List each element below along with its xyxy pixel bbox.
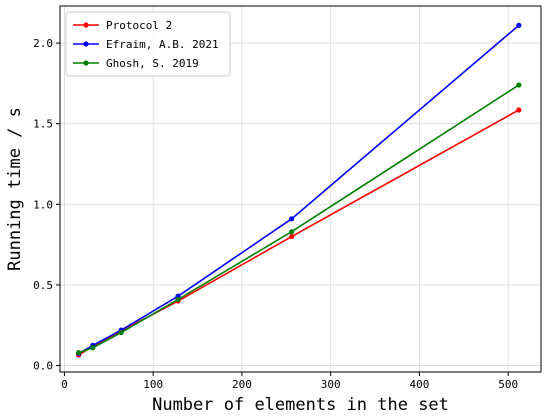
x-tick-label: 100 bbox=[143, 378, 163, 391]
data-point bbox=[516, 82, 522, 88]
data-point bbox=[516, 22, 522, 28]
legend-label: Protocol 2 bbox=[106, 19, 172, 32]
y-tick-label: 1.5 bbox=[33, 118, 53, 131]
series-3 bbox=[76, 82, 522, 356]
y-tick-label: 1.0 bbox=[33, 198, 53, 211]
plot-frame bbox=[59, 5, 542, 373]
x-tick-label: 400 bbox=[409, 378, 429, 391]
legend-box bbox=[65, 11, 231, 77]
legend-label: Ghosh, S. 2019 bbox=[106, 57, 199, 70]
series-line bbox=[78, 84, 520, 354]
legend-item: Efraim, A.B. 2021 bbox=[73, 38, 219, 51]
data-point bbox=[90, 345, 96, 351]
x-axis-label: Number of elements in the set bbox=[152, 395, 449, 415]
x-tick-label: 0 bbox=[61, 378, 68, 391]
series-layer bbox=[76, 22, 522, 358]
y-tick-label: 0.0 bbox=[33, 360, 53, 373]
legend-label: Efraim, A.B. 2021 bbox=[106, 38, 219, 51]
legend-marker bbox=[83, 41, 89, 47]
data-point bbox=[289, 216, 295, 222]
y-tick-label: 2.0 bbox=[33, 37, 53, 50]
y-axis-label: Running time / s bbox=[5, 107, 25, 271]
x-tick-label: 300 bbox=[321, 378, 341, 391]
data-point bbox=[76, 350, 82, 356]
x-axis: 0 100 200 300 400 500 bbox=[61, 372, 518, 391]
legend-item: Ghosh, S. 2019 bbox=[73, 57, 199, 70]
data-point bbox=[516, 107, 522, 113]
legend-item: Protocol 2 bbox=[73, 19, 172, 32]
y-axis: 0.0 0.5 1.0 1.5 2.0 bbox=[33, 37, 60, 373]
data-point bbox=[175, 296, 181, 303]
x-tick-label: 500 bbox=[498, 378, 518, 391]
legend-marker bbox=[83, 22, 89, 28]
legend-marker bbox=[83, 60, 89, 66]
x-tick-label: 200 bbox=[232, 378, 252, 391]
y-tick-label: 0.5 bbox=[33, 279, 53, 292]
data-point bbox=[118, 329, 124, 336]
data-point bbox=[289, 229, 295, 235]
legend: Protocol 2 Efraim, A.B. 2021 Ghosh, S. 201… bbox=[65, 11, 231, 77]
data-point bbox=[289, 233, 295, 240]
